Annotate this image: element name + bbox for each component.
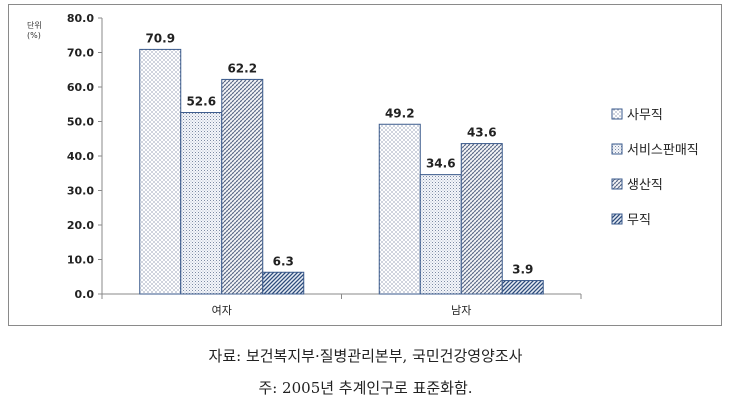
data-label: 62.2: [227, 61, 257, 75]
data-label: 34.6: [426, 157, 456, 171]
value-labels: 70.9 52.6 62.2 6.3 49.2 34.6 43.6 3.9: [145, 31, 533, 276]
legend-swatch: [611, 178, 623, 190]
bar: [262, 271, 305, 295]
y-tick-label: 60.0: [67, 81, 94, 94]
legend-label: 사무직: [627, 108, 663, 123]
y-tick-label: 0.0: [75, 288, 95, 301]
bar: [419, 174, 462, 295]
y-tick-label: 80.0: [67, 12, 94, 25]
axes: 단위(%) 0.0 10.0 20.0 30.0 40.0 50.0 60.0 70.0 80.0…: [27, 12, 582, 317]
data-label: 52.6: [186, 95, 216, 109]
bar: [180, 112, 223, 295]
data-label: 49.2: [385, 106, 415, 120]
legend-label: 서비스판매직: [627, 143, 699, 158]
data-label: 70.9: [145, 31, 175, 45]
y-tick-label: 50.0: [67, 116, 94, 129]
legend-swatch: [611, 108, 623, 120]
x-tick-label: 남자: [451, 304, 471, 317]
bar: [501, 280, 544, 295]
data-label: 3.9: [512, 263, 533, 277]
data-label: 6.3: [273, 254, 294, 268]
legend-swatch: [611, 143, 623, 155]
bars: [139, 48, 544, 295]
bar: [460, 143, 503, 295]
x-tick-label: 여자: [212, 304, 232, 317]
y-tick-label: 30.0: [67, 185, 94, 198]
legend-label: 생산직: [627, 178, 663, 193]
y-tick-label: 40.0: [67, 150, 94, 163]
bar: [139, 48, 182, 295]
bar: [221, 78, 264, 295]
chart-frame: 단위 (%) 0.0 10.0 20.0 30.0 40.0 50.0 60.0 70.0 80.0…: [8, 4, 722, 326]
source-caption: 자료: 보건복지부·질병관리본부, 국민건강영양조사: [208, 347, 523, 365]
y-tick-label: 20.0: [67, 219, 94, 232]
bar-chart: 단위(%) 0.0 10.0 20.0 30.0 40.0 50.0 60.0 70.0 80.0…: [27, 12, 699, 317]
note-caption: 주: 2005년 추계인구로 표준화함.: [258, 379, 473, 397]
unit-symbol: (%): [27, 31, 41, 40]
bar: [378, 123, 421, 295]
legend-label: 무직: [627, 213, 651, 228]
y-tick-label: 10.0: [67, 254, 94, 267]
unit-label: 단위: [27, 20, 42, 30]
data-label: 43.6: [467, 126, 497, 140]
y-tick-label: 70.0: [67, 47, 94, 60]
legend-swatch: [611, 213, 623, 225]
